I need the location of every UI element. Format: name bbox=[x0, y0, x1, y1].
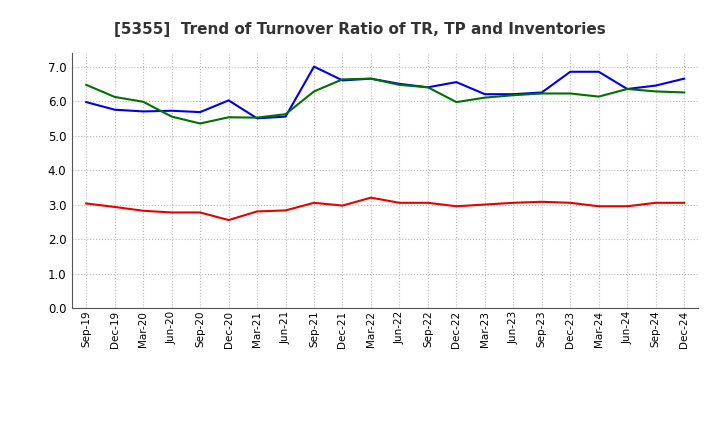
Trade Payables bbox=[595, 69, 603, 74]
Trade Receivables bbox=[310, 200, 318, 205]
Trade Payables bbox=[167, 108, 176, 114]
Inventories bbox=[110, 94, 119, 99]
Trade Receivables bbox=[338, 203, 347, 208]
Trade Receivables bbox=[652, 200, 660, 205]
Trade Receivables bbox=[82, 201, 91, 206]
Inventories bbox=[680, 90, 688, 95]
Trade Payables bbox=[480, 92, 489, 97]
Inventories bbox=[338, 77, 347, 82]
Trade Payables bbox=[253, 116, 261, 121]
Inventories bbox=[509, 92, 518, 98]
Trade Receivables bbox=[480, 202, 489, 207]
Inventories bbox=[225, 115, 233, 120]
Inventories bbox=[480, 95, 489, 100]
Trade Payables bbox=[423, 84, 432, 90]
Inventories bbox=[623, 86, 631, 92]
Trade Payables bbox=[366, 76, 375, 81]
Trade Payables bbox=[509, 92, 518, 97]
Trade Payables bbox=[196, 110, 204, 115]
Inventories bbox=[196, 121, 204, 126]
Trade Payables bbox=[225, 98, 233, 103]
Trade Receivables bbox=[680, 200, 688, 205]
Line: Inventories: Inventories bbox=[86, 79, 684, 124]
Inventories bbox=[253, 115, 261, 120]
Inventories bbox=[595, 94, 603, 99]
Trade Receivables bbox=[566, 200, 575, 205]
Trade Receivables bbox=[452, 204, 461, 209]
Inventories bbox=[452, 99, 461, 105]
Text: [5355]  Trend of Turnover Ratio of TR, TP and Inventories: [5355] Trend of Turnover Ratio of TR, TP… bbox=[114, 22, 606, 37]
Trade Receivables bbox=[423, 200, 432, 205]
Inventories bbox=[366, 76, 375, 81]
Inventories bbox=[566, 91, 575, 96]
Inventories bbox=[652, 89, 660, 94]
Inventories bbox=[167, 114, 176, 119]
Inventories bbox=[395, 82, 404, 88]
Inventories bbox=[82, 82, 91, 88]
Inventories bbox=[310, 89, 318, 94]
Trade Payables bbox=[338, 78, 347, 83]
Trade Receivables bbox=[537, 199, 546, 205]
Legend: Trade Receivables, Trade Payables, Inventories: Trade Receivables, Trade Payables, Inven… bbox=[161, 437, 610, 440]
Trade Receivables bbox=[282, 208, 290, 213]
Trade Receivables bbox=[623, 204, 631, 209]
Trade Payables bbox=[537, 90, 546, 95]
Trade Payables bbox=[395, 81, 404, 87]
Trade Receivables bbox=[167, 210, 176, 215]
Trade Payables bbox=[566, 69, 575, 74]
Trade Receivables bbox=[395, 200, 404, 205]
Trade Receivables bbox=[225, 217, 233, 223]
Trade Payables bbox=[282, 114, 290, 119]
Trade Receivables bbox=[139, 208, 148, 213]
Trade Payables bbox=[82, 99, 91, 105]
Trade Receivables bbox=[253, 209, 261, 214]
Inventories bbox=[537, 91, 546, 96]
Trade Payables bbox=[452, 80, 461, 85]
Trade Payables bbox=[110, 107, 119, 112]
Trade Receivables bbox=[110, 204, 119, 209]
Inventories bbox=[282, 112, 290, 117]
Trade Receivables bbox=[595, 204, 603, 209]
Trade Payables bbox=[139, 109, 148, 114]
Trade Receivables bbox=[196, 210, 204, 215]
Line: Trade Receivables: Trade Receivables bbox=[86, 198, 684, 220]
Trade Receivables bbox=[509, 200, 518, 205]
Inventories bbox=[139, 99, 148, 104]
Trade Payables bbox=[623, 86, 631, 92]
Trade Receivables bbox=[366, 195, 375, 200]
Trade Payables bbox=[680, 76, 688, 81]
Trade Payables bbox=[310, 64, 318, 69]
Line: Trade Payables: Trade Payables bbox=[86, 66, 684, 118]
Inventories bbox=[423, 84, 432, 90]
Trade Payables bbox=[652, 83, 660, 88]
